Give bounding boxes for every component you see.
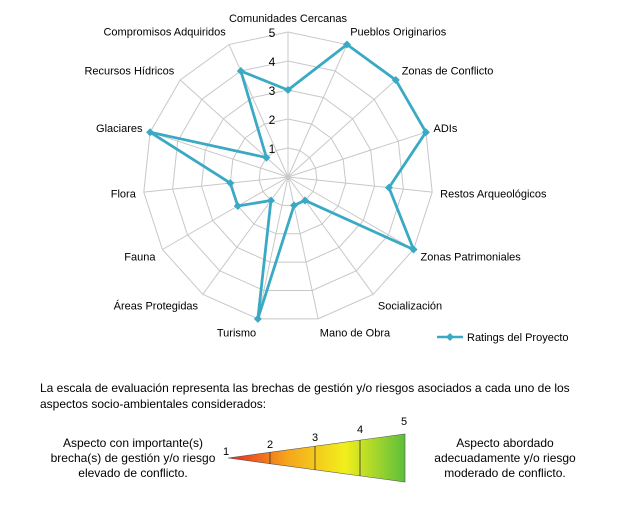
grid-spoke [143,176,289,193]
grid-spoke [287,176,414,250]
grid-spoke [149,131,289,178]
data-point [146,128,155,137]
grid-spoke [287,44,348,178]
category-label: Turismo [217,328,256,340]
grid-spoke [257,176,289,319]
grid-spoke [179,79,289,178]
data-point [262,153,271,162]
data-point [266,196,275,205]
data-point [253,314,262,323]
data-point [236,67,245,76]
scale-label-1: 1 [223,446,229,458]
scale-low-description: Aspecto con importante(s) brecha(s) de g… [50,436,216,480]
category-label: Mano de Obra [320,328,391,340]
category-label: Áreas Protegidas [114,300,199,313]
grid-spoke [202,176,289,295]
grid-spoke [287,176,319,319]
scale-high-description: Aspecto abordado adecuadamente y/o riesg… [434,436,576,480]
series-line [148,43,428,321]
category-label: Fauna [124,252,156,264]
scale-label-3: 3 [312,432,318,444]
scale-wedge [227,433,406,483]
scale-label-2: 2 [267,439,273,451]
tick-label: 3 [269,84,276,98]
tick-label: 5 [269,26,276,40]
grid-ring [200,89,376,263]
category-label: Zonas de Conflicto [402,66,494,78]
tick-label: 4 [269,55,276,69]
grid-spoke [287,131,427,178]
category-label: Recursos Hídricos [84,66,174,78]
legend-marker [446,333,454,341]
category-label: ADIs [434,123,458,135]
grid-spoke [228,44,289,178]
scale-label-4: 4 [357,424,363,436]
data-point [284,86,292,94]
category-label: Glaciares [96,123,143,135]
data-point [301,196,310,205]
data-point [409,245,418,254]
category-label: Socialización [378,301,442,313]
data-point [233,202,242,210]
grid-spoke [162,176,289,250]
scale-explanation: La escala de evaluación representa las b… [40,381,570,411]
radar-spokes [143,32,433,319]
grid-spoke [287,79,397,178]
category-label: Flora [111,189,137,201]
grid-ring [172,60,404,291]
legend-label: Ratings del Proyecto [467,332,569,344]
data-point [384,183,393,192]
radar-tick-labels: 1 2 3 4 5 [269,26,276,156]
grid-ring [229,118,347,235]
category-label: Restos Arqueológicos [440,189,547,201]
data-point [391,75,400,84]
category-label: Compromisos Adquiridos [103,27,226,39]
tick-label: 2 [269,113,276,127]
data-point [342,40,351,49]
grid-spoke [287,176,374,295]
evaluation-scale: 1 2 3 4 5 [223,416,407,483]
grid-spoke [287,176,433,193]
category-label: Comunidades Cercanas [229,13,348,25]
scale-label-5: 5 [401,416,407,428]
grid-ring [258,147,318,206]
category-label: Pueblos Originarios [350,27,446,39]
data-point [226,179,235,188]
chart-legend: Ratings del Proyecto [437,332,569,344]
radar-series [146,40,430,323]
data-point [290,201,299,210]
category-label: Zonas Patrimoniales [421,252,522,264]
data-point [421,128,430,137]
tick-label: 1 [269,142,276,156]
